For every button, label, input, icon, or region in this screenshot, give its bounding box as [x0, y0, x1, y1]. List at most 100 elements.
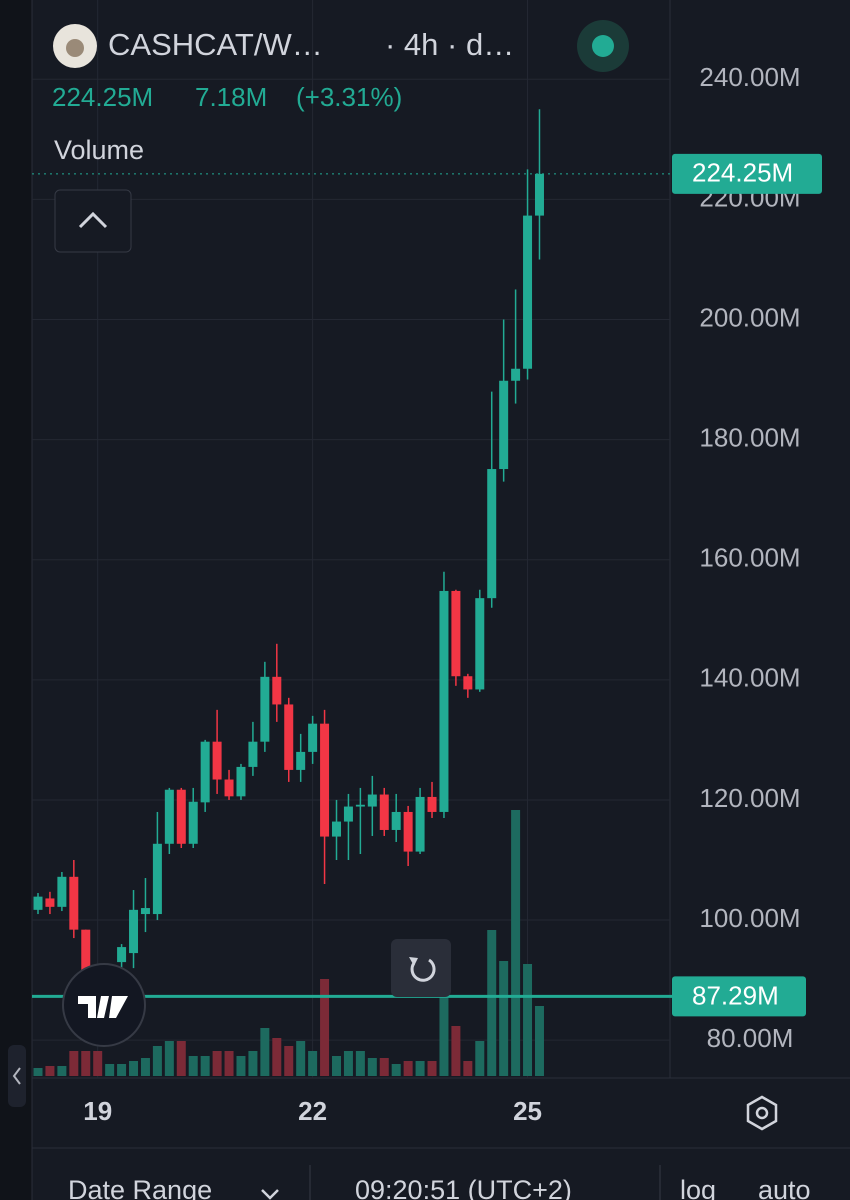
side-handle[interactable]	[8, 1045, 26, 1107]
overlay	[62, 939, 778, 1131]
volume-bar	[200, 1056, 210, 1076]
candle-body	[81, 929, 91, 970]
candle-body	[45, 898, 55, 907]
price-change: 7.18M	[195, 82, 267, 112]
candle-body	[308, 723, 318, 752]
y-tick-label: 80.00M	[707, 1023, 794, 1053]
volume-bar	[129, 1061, 139, 1076]
x-tick-label: 25	[513, 1096, 542, 1126]
volume-bar	[320, 979, 330, 1076]
candle-body	[499, 380, 509, 470]
candle-body	[391, 811, 401, 830]
volume-bar	[260, 1028, 270, 1076]
x-tick-label: 19	[83, 1096, 112, 1126]
symbol[interactable]: CASHCAT/W…	[108, 27, 323, 62]
volume-bar	[57, 1066, 67, 1076]
volume-bar	[367, 1058, 377, 1076]
volume-bar	[391, 1064, 401, 1076]
y-tick-label: 160.00M	[699, 543, 800, 573]
volume-bar	[427, 1061, 437, 1076]
volume-bar	[212, 1051, 222, 1076]
price-label-box	[672, 153, 822, 194]
volume-bar	[439, 994, 449, 1076]
side-handle-icon	[12, 1067, 21, 1085]
settings-icon[interactable]	[746, 1095, 778, 1131]
candle-body	[248, 741, 258, 767]
candle-body	[355, 804, 365, 807]
volume-bar	[355, 1051, 365, 1076]
study-label: Volume	[54, 135, 144, 165]
collapse-button[interactable]	[54, 189, 132, 253]
volume-bar	[379, 1058, 389, 1076]
candle-body	[296, 751, 306, 770]
reset-button[interactable]	[391, 939, 451, 997]
candle-body	[260, 676, 270, 742]
price-label-box	[672, 976, 806, 1017]
auto-toggle[interactable]: auto	[758, 1175, 811, 1200]
volume-bar	[105, 1064, 115, 1076]
date-range[interactable]: Date Range	[68, 1175, 212, 1200]
price-label: 224.25M	[692, 158, 793, 188]
brand-logo-mark	[78, 996, 128, 1018]
volume-bar	[511, 810, 521, 1076]
candle-body	[439, 590, 449, 812]
y-tick-label: 200.00M	[699, 302, 800, 332]
volume-bar	[248, 1051, 258, 1076]
volume-bar	[188, 1056, 198, 1076]
candle-body	[224, 779, 234, 797]
candle-body	[367, 794, 377, 807]
clock: 09:20:51 (UTC+2)	[355, 1175, 572, 1200]
y-tick-label: 240.00M	[699, 62, 800, 92]
candle-body	[212, 741, 222, 780]
volume-bar	[487, 930, 497, 1076]
y-tick-label: 100.00M	[699, 903, 800, 933]
volume-bar	[236, 1056, 246, 1076]
log-toggle[interactable]: log	[680, 1175, 716, 1200]
candle-body	[176, 789, 186, 844]
candle-body	[33, 896, 43, 910]
volume-bar	[308, 1051, 318, 1076]
candle-body	[320, 723, 330, 837]
volume-bar	[332, 1056, 341, 1076]
price-label: 87.29M	[692, 980, 779, 1010]
candle-body	[284, 704, 294, 770]
candle-body	[164, 789, 174, 844]
candle-body	[427, 796, 437, 812]
volume-bar	[284, 1046, 294, 1076]
symbol-logo-cat	[66, 39, 84, 57]
volume-bar	[117, 1064, 127, 1076]
candle-body	[152, 843, 162, 915]
reset-icon	[410, 958, 436, 982]
candle-body	[129, 909, 139, 954]
candle-body	[57, 876, 67, 907]
candle-body	[534, 173, 544, 216]
volume-bar	[140, 1058, 150, 1076]
candle-body	[69, 876, 79, 930]
volume-bar	[69, 1051, 79, 1076]
candle-body	[523, 215, 533, 369]
status-dot	[592, 35, 614, 57]
volume-bar	[534, 1006, 544, 1076]
volume-bar	[415, 1061, 425, 1076]
candle-body	[343, 806, 353, 822]
candle-body	[236, 766, 246, 797]
plot: 80.00M 100.00M 120.00M 140.00M 160.00M 180.00…	[32, 0, 801, 1126]
y-tick-label: 180.00M	[699, 422, 800, 452]
settings-icon-center	[755, 1106, 769, 1120]
y-tick-label: 140.00M	[699, 663, 800, 693]
volume-bar	[403, 1061, 413, 1076]
candle-body	[415, 796, 425, 852]
candle-body	[332, 821, 341, 837]
volume-bar	[152, 1046, 162, 1076]
candle-body	[451, 590, 461, 677]
volume-bar	[296, 1041, 306, 1076]
volume-bar	[164, 1041, 174, 1076]
candle-body	[511, 368, 521, 381]
volume-bar	[176, 1041, 186, 1076]
interval[interactable]: · 4h · d…	[385, 27, 514, 62]
volume-bar	[33, 1068, 43, 1076]
last-price: 224.25M	[52, 82, 153, 112]
left-strip	[0, 0, 32, 1200]
collapse-icon	[78, 211, 108, 229]
